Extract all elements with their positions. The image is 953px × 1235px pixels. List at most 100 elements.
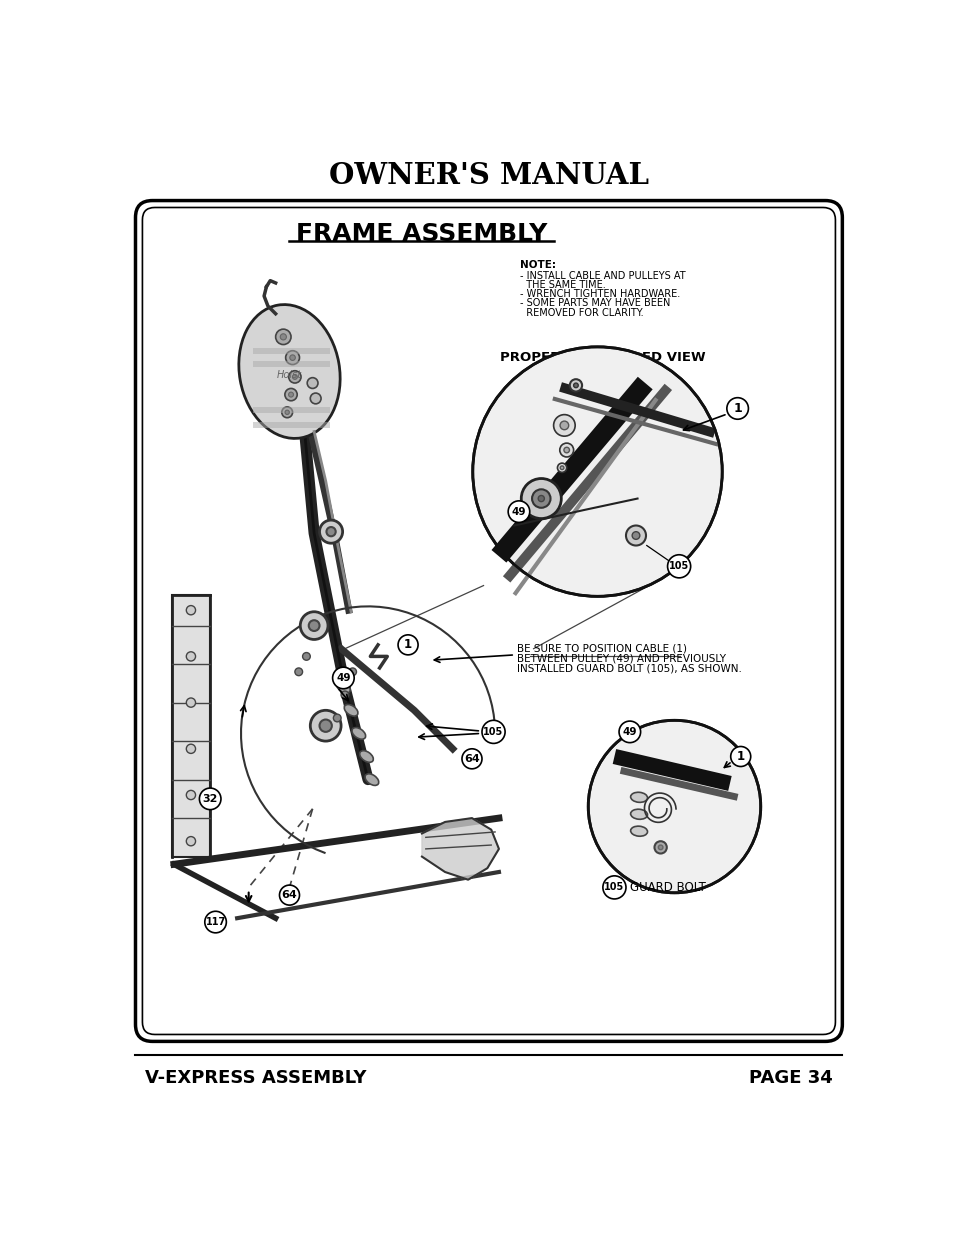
Text: 49: 49 <box>511 506 526 516</box>
Text: INSTALLED GUARD BOLT (105), AS SHOWN.: INSTALLED GUARD BOLT (105), AS SHOWN. <box>517 663 740 673</box>
Text: V-EXPRESS ASSEMBLY: V-EXPRESS ASSEMBLY <box>145 1068 366 1087</box>
Circle shape <box>186 836 195 846</box>
Text: THE SAME TIME.: THE SAME TIME. <box>520 280 605 290</box>
Circle shape <box>326 527 335 536</box>
Circle shape <box>588 720 760 893</box>
Circle shape <box>300 611 328 640</box>
Circle shape <box>288 393 294 398</box>
Circle shape <box>310 393 321 404</box>
Circle shape <box>199 788 221 810</box>
Text: BE SURE TO POSITION CABLE (1): BE SURE TO POSITION CABLE (1) <box>517 643 686 653</box>
Circle shape <box>285 351 299 364</box>
Ellipse shape <box>365 774 378 785</box>
Circle shape <box>632 531 639 540</box>
Circle shape <box>397 635 417 655</box>
Ellipse shape <box>336 682 350 693</box>
Text: FRAME ASSEMBLY: FRAME ASSEMBLY <box>296 222 547 247</box>
Circle shape <box>461 748 481 769</box>
Ellipse shape <box>352 727 365 740</box>
Circle shape <box>537 495 544 501</box>
Text: 64: 64 <box>463 753 479 763</box>
Circle shape <box>293 374 297 379</box>
Circle shape <box>310 710 341 741</box>
Circle shape <box>654 841 666 853</box>
Circle shape <box>341 692 349 699</box>
Circle shape <box>569 379 581 391</box>
Text: 64: 64 <box>281 890 297 900</box>
Text: 32: 32 <box>202 794 217 804</box>
Circle shape <box>186 790 195 799</box>
Circle shape <box>302 652 310 661</box>
Text: 1: 1 <box>733 401 741 415</box>
Ellipse shape <box>344 704 357 716</box>
Circle shape <box>553 415 575 436</box>
Ellipse shape <box>238 305 340 438</box>
Text: Hoist: Hoist <box>276 370 302 380</box>
Bar <box>253 422 329 429</box>
Circle shape <box>186 605 195 615</box>
Circle shape <box>730 746 750 767</box>
Text: REMOVED FOR CLARITY.: REMOVED FOR CLARITY. <box>520 308 643 317</box>
Text: 105: 105 <box>668 562 688 572</box>
Bar <box>253 406 329 412</box>
Circle shape <box>726 398 748 419</box>
Circle shape <box>625 526 645 546</box>
Circle shape <box>563 447 569 453</box>
Circle shape <box>508 501 529 522</box>
Circle shape <box>281 406 293 417</box>
Circle shape <box>618 721 640 742</box>
Circle shape <box>307 378 317 389</box>
Circle shape <box>559 466 563 469</box>
FancyBboxPatch shape <box>142 207 835 1035</box>
Text: - INSTALL CABLE AND PULLEYS AT: - INSTALL CABLE AND PULLEYS AT <box>520 270 685 280</box>
Circle shape <box>294 668 302 676</box>
Circle shape <box>319 520 342 543</box>
Circle shape <box>319 720 332 732</box>
Circle shape <box>667 555 690 578</box>
Ellipse shape <box>630 826 647 836</box>
Text: 1: 1 <box>403 638 412 651</box>
Circle shape <box>349 668 356 676</box>
Text: PAGE 34: PAGE 34 <box>748 1068 832 1087</box>
Bar <box>172 595 210 857</box>
Circle shape <box>532 489 550 508</box>
Circle shape <box>520 478 560 519</box>
Text: 49: 49 <box>335 673 351 683</box>
Circle shape <box>280 333 286 340</box>
Ellipse shape <box>630 793 647 803</box>
Circle shape <box>557 463 566 472</box>
Circle shape <box>573 383 578 388</box>
Circle shape <box>602 876 625 899</box>
Text: 117: 117 <box>205 918 226 927</box>
FancyBboxPatch shape <box>135 200 841 1041</box>
Text: OWNER'S MANUAL: OWNER'S MANUAL <box>329 162 648 190</box>
Circle shape <box>333 667 354 689</box>
Text: NOTE:: NOTE: <box>520 259 556 270</box>
Circle shape <box>186 745 195 753</box>
Text: 105: 105 <box>603 882 624 893</box>
Text: PROPERLY INSTALLED VIEW: PROPERLY INSTALLED VIEW <box>499 351 705 364</box>
Circle shape <box>279 885 299 905</box>
Bar <box>253 361 329 367</box>
Circle shape <box>309 620 319 631</box>
Ellipse shape <box>630 809 647 819</box>
Text: 1: 1 <box>736 750 744 763</box>
Circle shape <box>559 443 573 457</box>
Circle shape <box>289 370 301 383</box>
Ellipse shape <box>359 751 373 762</box>
Circle shape <box>186 698 195 708</box>
Circle shape <box>473 347 721 597</box>
Polygon shape <box>421 818 498 879</box>
Bar <box>253 347 329 353</box>
Text: GUARD BOLT: GUARD BOLT <box>629 881 705 894</box>
Text: - WRENCH TIGHTEN HARDWARE.: - WRENCH TIGHTEN HARDWARE. <box>520 289 680 299</box>
Circle shape <box>285 389 297 401</box>
Circle shape <box>205 911 226 932</box>
Circle shape <box>275 330 291 345</box>
Circle shape <box>285 410 289 415</box>
Text: BETWEEN PULLEY (49) AND PREVIOUSLY: BETWEEN PULLEY (49) AND PREVIOUSLY <box>517 653 725 663</box>
Text: - SOME PARTS MAY HAVE BEEN: - SOME PARTS MAY HAVE BEEN <box>520 299 670 309</box>
Circle shape <box>333 714 341 721</box>
Circle shape <box>290 354 295 361</box>
Circle shape <box>559 421 568 430</box>
